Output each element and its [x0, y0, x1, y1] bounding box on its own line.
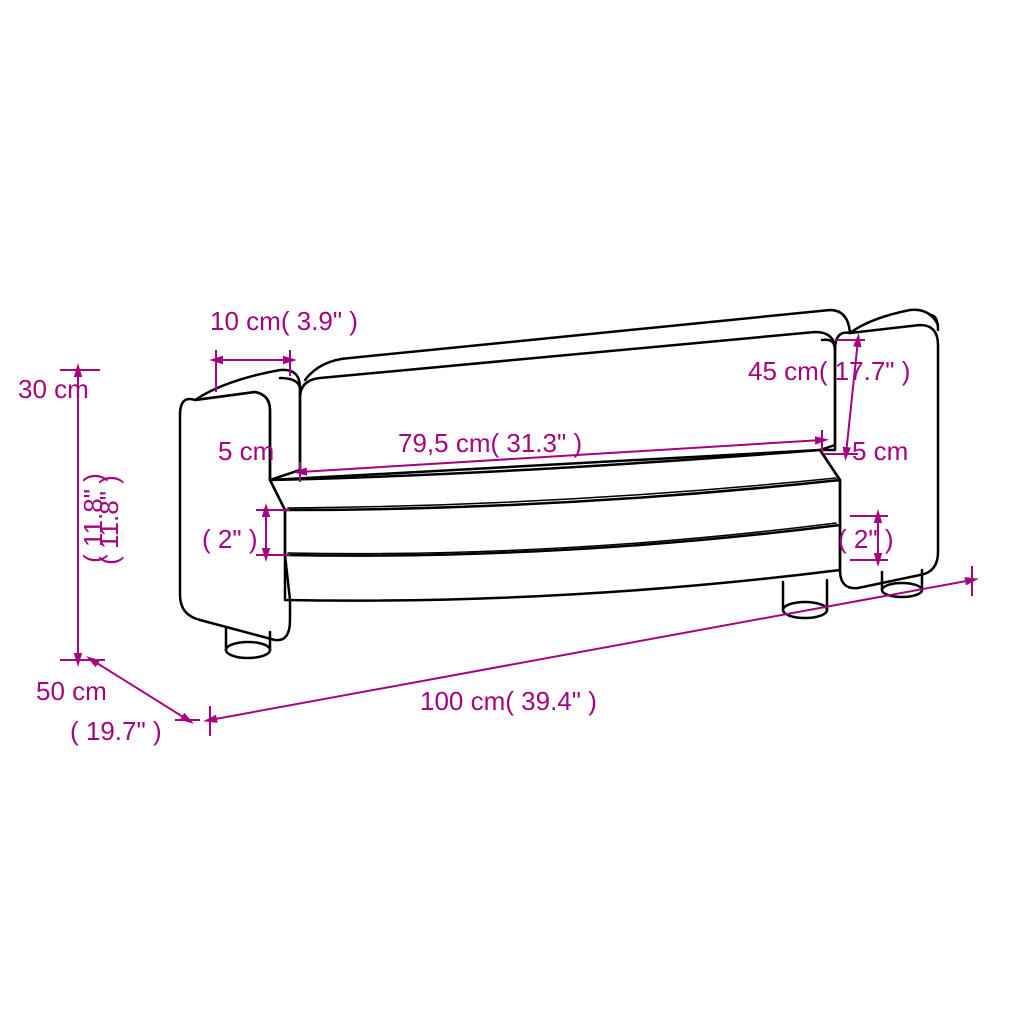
width-cm: 100 cm — [420, 686, 505, 716]
cushion-l-cm2: 5 cm — [218, 436, 274, 466]
dim-depth-total: 50 cm ( 19.7" ) — [36, 660, 200, 746]
svg-text:( 2" ): ( 2" ) — [838, 524, 893, 554]
seat-width-in: 31.3" — [506, 428, 566, 458]
cushion-l-in2: 2" — [218, 524, 242, 554]
svg-text:10 cm( 3.9" ): 10 cm( 3.9" ) — [210, 306, 358, 336]
depth-in: 19.7" — [86, 716, 146, 746]
dim-width-total: 100 cm( 39.4" ) — [210, 566, 972, 736]
cushion-r-cm: 5 cm — [852, 436, 908, 466]
depth-cm: 50 cm — [36, 676, 107, 706]
height-in-h: 11.8" — [78, 489, 108, 547]
seat-width-label: 79,5 cm — [398, 428, 491, 458]
svg-text:100 cm( 39.4" ): 100 cm( 39.4" ) — [420, 686, 597, 716]
seat-depth-label: 45 cm — [748, 356, 819, 386]
arm-width-in: 3.9" — [297, 306, 342, 336]
height-cm-h: 30 cm — [18, 374, 89, 404]
svg-text:( 19.7" ): ( 19.7" ) — [70, 716, 162, 746]
sofa-dimension-diagram: 10 cm( 3.9" ) 79,5 cm( 31.3" ) 45 cm( 17… — [0, 0, 1024, 1024]
svg-text:( 11.8" ): ( 11.8" ) — [78, 473, 108, 563]
arm-width-label: 10 cm — [210, 306, 281, 336]
cushion-r-in: 2" — [854, 524, 878, 554]
svg-text:79,5 cm( 31.3" ): 79,5 cm( 31.3" ) — [398, 428, 582, 458]
svg-text:( 2" ): ( 2" ) — [202, 524, 257, 554]
svg-text:45 cm( 17.7" ): 45 cm( 17.7" ) — [748, 356, 910, 386]
seat-depth-in: 17.7" — [835, 356, 895, 386]
width-in: 39.4" — [521, 686, 581, 716]
